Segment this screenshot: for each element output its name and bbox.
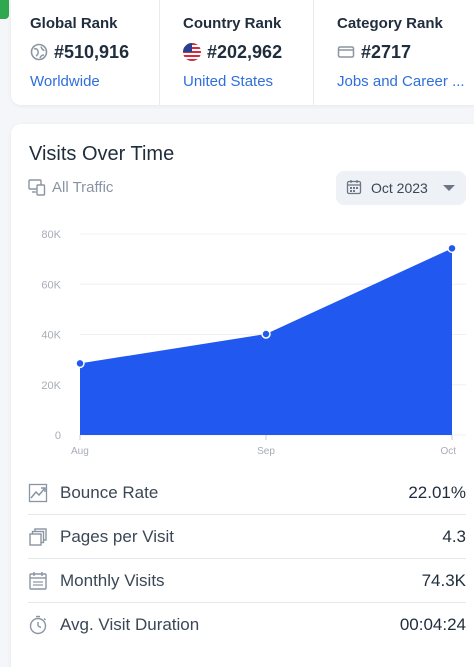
globe-icon — [30, 43, 48, 61]
metric-label: Monthly Visits — [60, 570, 165, 590]
date-label: Oct 2023 — [371, 180, 428, 196]
devices-icon — [28, 178, 46, 196]
us-flag-icon — [183, 43, 201, 61]
metric-avg-visit-duration: Avg. Visit Duration 00:04:24 — [28, 603, 466, 647]
folder-icon — [337, 43, 355, 61]
metric-value: 74.3K — [421, 570, 466, 590]
metric-value: 4.3 — [442, 526, 466, 546]
visits-card: Visits Over Time All Traffic — [11, 124, 474, 667]
metric-label: Bounce Rate — [60, 482, 159, 502]
y-tick-label: 0 — [55, 430, 61, 442]
rank-card: Global Rank #510,916 Worldwide Country R… — [11, 0, 474, 105]
metric-label: Avg. Visit Duration — [60, 615, 200, 634]
global-rank-value: #510,916 — [54, 41, 130, 62]
data-point — [261, 329, 271, 339]
metric-bounce-rate: Bounce Rate 22.01% — [28, 471, 466, 515]
chevron-down-icon — [443, 185, 455, 191]
data-point — [447, 243, 457, 254]
stopwatch-icon — [28, 615, 48, 635]
category-rank-link[interactable]: Jobs and Career ... — [337, 73, 465, 90]
calendar-icon — [346, 179, 364, 197]
trend-icon — [28, 483, 48, 503]
metric-value: 00:04:24 — [399, 615, 466, 634]
brand-accent — [0, 0, 9, 19]
metrics-list: Bounce Rate 22.01% Pages per Visit 4.3 — [28, 471, 466, 647]
country-rank-link[interactable]: United States — [183, 73, 274, 90]
x-tick-label: Sep — [257, 446, 275, 457]
y-tick-label: 40K — [41, 330, 61, 342]
y-tick-label: 20K — [41, 380, 61, 392]
metric-pages-per-visit: Pages per Visit 4.3 — [28, 515, 466, 559]
traffic-label: All Traffic — [52, 178, 114, 196]
y-tick-label: 60K — [41, 279, 61, 291]
area-series — [80, 248, 452, 435]
y-tick-label: 80K — [41, 229, 61, 241]
global-rank-link[interactable]: Worldwide — [30, 73, 100, 90]
calendar-icon — [28, 571, 48, 591]
x-tick-label: Oct — [440, 446, 456, 457]
global-rank-title: Global Rank — [30, 15, 118, 32]
date-select[interactable]: Oct 2023 — [336, 171, 466, 205]
metric-monthly-visits: Monthly Visits 74.3K — [28, 559, 466, 603]
visits-chart: 0 20K 40K 60K 80K Aug Sep Oct — [41, 229, 466, 457]
country-rank-value: #202,962 — [207, 41, 283, 62]
pages-icon — [28, 527, 48, 547]
category-rank: Category Rank #2717 Jobs and Career ... — [313, 0, 474, 105]
traffic-filter[interactable]: All Traffic — [28, 178, 113, 196]
category-rank-value: #2717 — [361, 41, 412, 62]
country-rank-title: Country Rank — [183, 15, 282, 32]
category-rank-title: Category Rank — [337, 15, 443, 32]
global-rank: Global Rank #510,916 Worldwide — [11, 0, 159, 105]
data-point — [75, 358, 85, 369]
metric-value: 22.01% — [408, 482, 466, 502]
x-tick-label: Aug — [71, 446, 89, 457]
metric-label: Pages per Visit — [60, 526, 175, 546]
country-rank: Country Rank #202,962 Un — [159, 0, 313, 105]
visits-title: Visits Over Time — [29, 143, 175, 165]
